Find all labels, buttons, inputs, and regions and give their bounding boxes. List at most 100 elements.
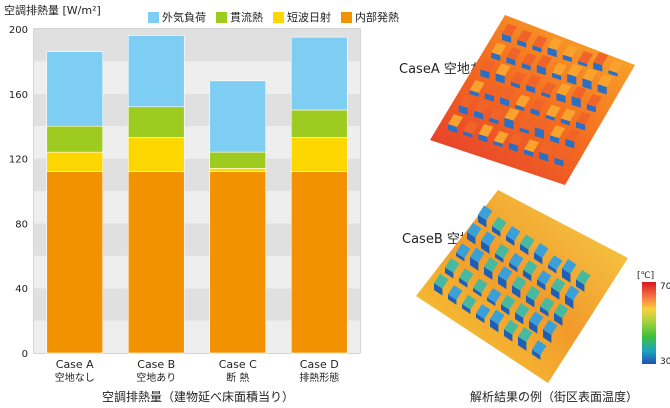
building-roof — [565, 128, 581, 142]
building-side — [576, 279, 585, 292]
bar-segment — [290, 109, 348, 138]
building-side — [493, 140, 503, 148]
y-tick-label: 80 — [15, 219, 28, 230]
building-side — [526, 295, 535, 308]
building-side — [521, 63, 531, 71]
building-side — [565, 294, 574, 309]
building-roof — [571, 86, 587, 99]
building-roof — [473, 278, 488, 294]
building-side — [523, 269, 532, 282]
building-roof — [474, 100, 490, 114]
building-side — [467, 232, 476, 245]
building-side — [578, 60, 588, 67]
building-roof — [498, 266, 513, 281]
y-tick-label: 200 — [9, 25, 28, 36]
bar-segment — [290, 137, 348, 172]
building-roof — [445, 257, 460, 273]
building-side — [554, 157, 564, 167]
building-roof — [491, 42, 507, 56]
building-side — [476, 313, 485, 324]
building-side — [506, 57, 516, 66]
y-tick-label: 120 — [9, 155, 28, 166]
building-roof — [519, 117, 535, 131]
x-tick-label: Case B — [137, 358, 175, 371]
building-roof — [548, 255, 563, 271]
x-tick-sublabel: 空地なし — [55, 371, 95, 384]
building-side — [517, 39, 527, 48]
building-side — [562, 268, 571, 283]
building-side — [597, 84, 607, 95]
legend-swatch — [341, 11, 352, 23]
building-roof — [517, 29, 533, 43]
building-side — [593, 62, 603, 72]
colorbar-unit: [℃] — [637, 271, 655, 281]
bar-segment — [46, 171, 104, 354]
legend-swatch — [216, 11, 227, 23]
building-side — [551, 287, 560, 300]
building-side — [515, 104, 525, 112]
building-side — [473, 287, 482, 297]
colorbar-max-label: 70 — [660, 282, 670, 292]
building-side — [474, 110, 484, 120]
building-roof — [552, 62, 568, 76]
case-b-temperature-map — [416, 190, 628, 383]
building-side — [534, 127, 544, 139]
building-side — [463, 131, 473, 138]
building-roof — [521, 53, 537, 66]
building-roof — [458, 95, 474, 108]
y-tick-label: 40 — [15, 284, 28, 295]
bar-segment — [209, 151, 267, 169]
building-side — [484, 93, 494, 102]
building-side — [518, 336, 527, 351]
temperature-colorbar — [642, 282, 656, 364]
building-side — [524, 149, 534, 157]
building-roof — [448, 285, 463, 300]
building-roof — [532, 340, 547, 356]
building-roof — [470, 247, 485, 263]
building-roof — [534, 117, 550, 131]
building-roof — [537, 270, 552, 286]
building-side — [582, 78, 592, 90]
legend-swatch — [273, 11, 284, 23]
building-roof — [551, 277, 566, 293]
building-side — [530, 108, 540, 117]
building-side — [515, 312, 524, 325]
building-side — [480, 69, 490, 79]
right-panel-caption: 解析結果の例（街区表面温度） — [470, 390, 639, 404]
building-roof — [501, 294, 516, 310]
building-side — [506, 235, 515, 246]
building-roof — [532, 35, 548, 49]
building-roof — [484, 257, 499, 273]
building-side — [478, 214, 487, 228]
building-side — [532, 349, 541, 360]
building-side — [554, 312, 563, 326]
y-tick-label: 160 — [9, 90, 28, 101]
building-roof — [480, 59, 496, 73]
legend-label: 内部発熱 — [355, 11, 399, 24]
building-side — [565, 138, 575, 149]
building-roof — [476, 304, 491, 319]
bar-segment — [127, 106, 185, 138]
building-roof — [508, 132, 524, 146]
building-roof — [510, 71, 526, 85]
building-side — [495, 253, 504, 263]
building-side — [560, 118, 570, 126]
building-side — [504, 329, 513, 342]
building-roof — [484, 83, 500, 97]
building-side — [512, 285, 521, 299]
building-side — [459, 277, 468, 288]
x-tick-sublabel: 排熱形態 — [299, 371, 339, 384]
y-axis-label: 空調排熱量 [W/m²] — [4, 4, 101, 17]
legend-item-outdoor-air: 外気負荷 — [148, 9, 206, 25]
building-side — [520, 243, 529, 256]
building-side — [543, 329, 552, 343]
building-side — [552, 72, 562, 81]
y-tick-label: 0 — [22, 349, 28, 360]
building-roof — [512, 275, 527, 291]
building-roof — [562, 44, 578, 58]
chart-legend: 外気負荷 貫流熱 短波日射 内部発熱 — [148, 9, 399, 25]
building-side — [434, 283, 443, 296]
building-roof — [448, 114, 464, 127]
building-side — [540, 306, 549, 317]
